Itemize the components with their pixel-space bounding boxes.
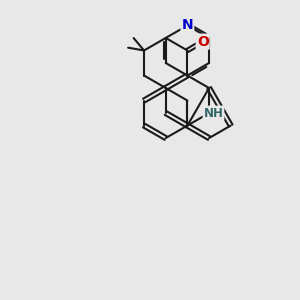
Text: NH: NH [203, 106, 224, 119]
Text: O: O [197, 34, 208, 49]
Text: N: N [182, 18, 193, 32]
